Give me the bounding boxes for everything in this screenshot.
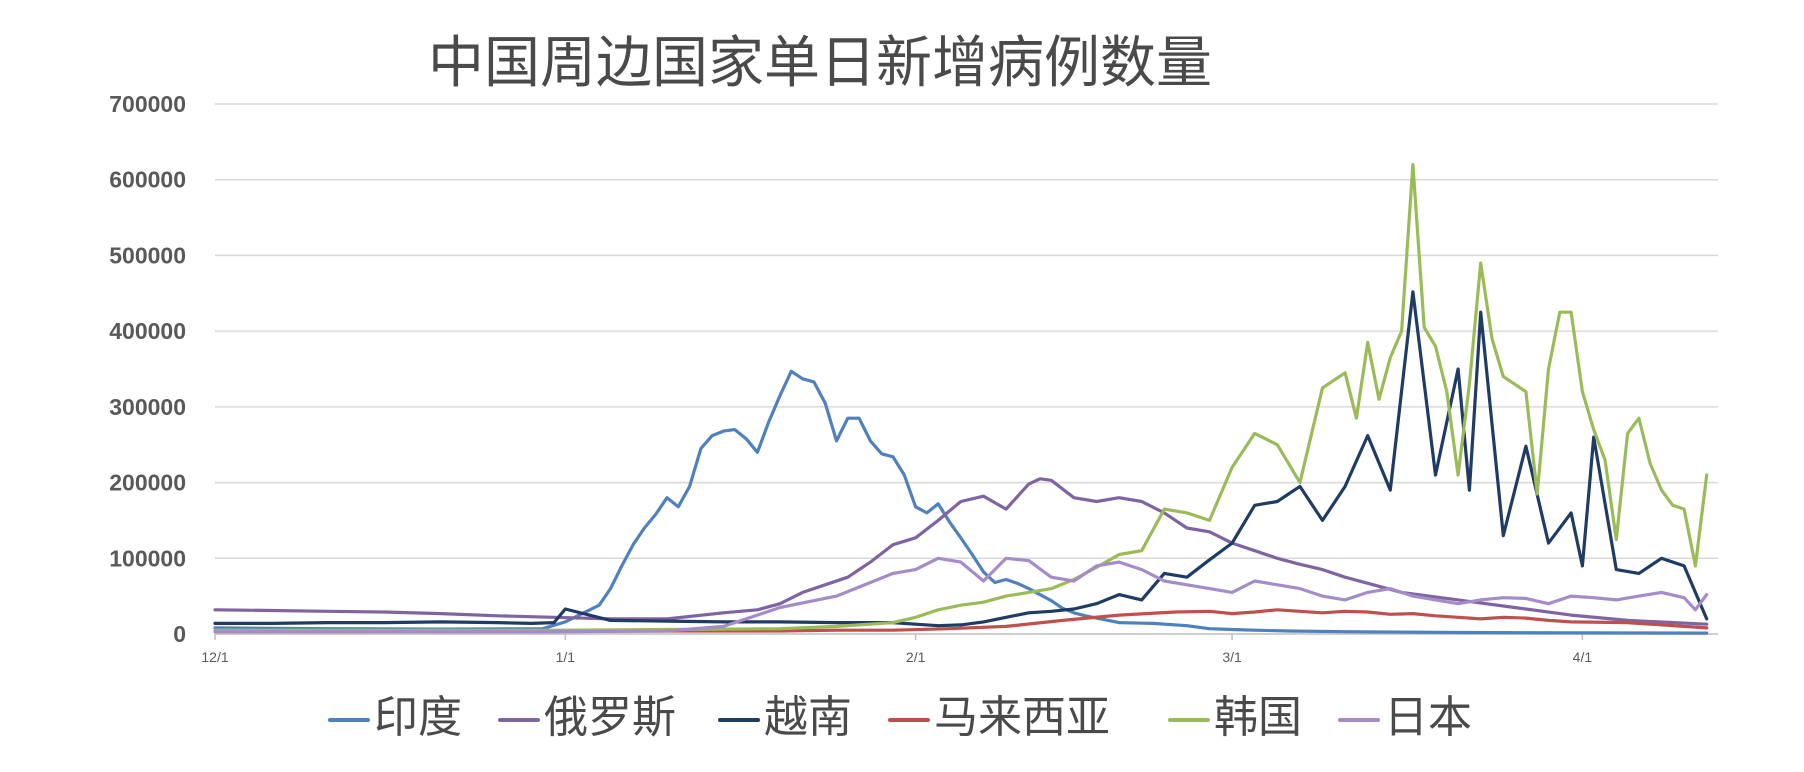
series-line-韩国 xyxy=(213,163,1709,632)
chart-title: 中国周边国家单日新增病例数量 xyxy=(428,31,1212,96)
legend-item: 马来西亚 xyxy=(888,692,1110,743)
legend-label: 俄罗斯 xyxy=(544,692,676,743)
legend-item: 韩国 xyxy=(1168,692,1302,743)
legend-label: 印度 xyxy=(374,692,462,743)
x-tick-label: 3/1 xyxy=(1222,649,1242,665)
x-tick-label: 2/1 xyxy=(906,649,926,665)
legend-label: 韩国 xyxy=(1214,692,1302,743)
x-tick-label: 12/1 xyxy=(201,649,228,665)
x-tick-label: 4/1 xyxy=(1573,649,1593,665)
y-tick-label: 400000 xyxy=(109,318,186,344)
legend-label: 马来西亚 xyxy=(934,692,1110,743)
y-tick-label: 200000 xyxy=(109,470,186,496)
gridlines xyxy=(215,103,1718,635)
series-line-越南 xyxy=(213,290,1709,628)
series-line-俄罗斯 xyxy=(213,477,1709,626)
series-line-印度 xyxy=(213,369,1709,635)
y-axis: 0 100000 200000 300000 400000 500000 600000 700… xyxy=(109,91,186,647)
x-tick-label: 1/1 xyxy=(556,649,576,665)
legend-item: 印度 xyxy=(328,692,462,743)
legend-item: 日本 xyxy=(1338,692,1472,743)
y-tick-label: 0 xyxy=(173,621,186,647)
series-lines xyxy=(213,163,1709,635)
series-line-日本 xyxy=(213,556,1709,634)
y-tick-label: 300000 xyxy=(109,394,186,420)
legend: 印度 俄罗斯 越南 马来西亚 韩国 日本 xyxy=(328,692,1472,743)
legend-item: 越南 xyxy=(718,692,852,743)
y-tick-label: 700000 xyxy=(109,91,186,117)
series-line-马来西亚 xyxy=(213,608,1709,634)
legend-item: 俄罗斯 xyxy=(498,692,676,743)
legend-label: 日本 xyxy=(1384,692,1472,743)
y-tick-label: 600000 xyxy=(109,167,186,193)
x-axis: 12/1 1/1 2/1 3/1 4/1 xyxy=(201,634,1592,665)
y-tick-label: 500000 xyxy=(109,242,186,268)
legend-label: 越南 xyxy=(764,692,852,743)
y-tick-label: 100000 xyxy=(109,545,186,571)
